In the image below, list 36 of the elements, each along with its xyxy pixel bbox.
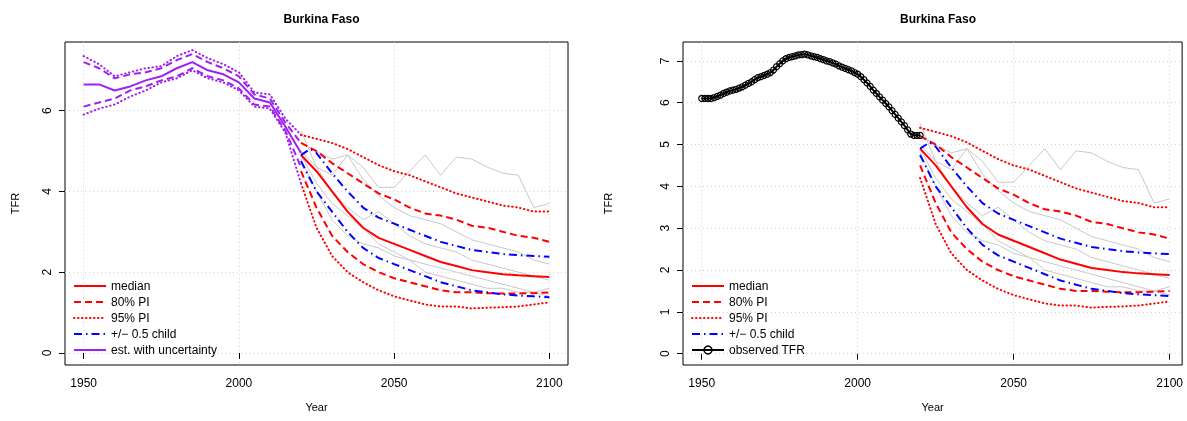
x-tick-label: 2100 <box>536 376 564 390</box>
chart-title: Burkina Faso <box>899 12 977 26</box>
y-tick-label: 0 <box>40 349 54 357</box>
chart-title: Burkina Faso <box>283 12 360 26</box>
y-tick-label: 3 <box>658 224 672 232</box>
legend-label: observed TFR <box>729 343 806 357</box>
x-tick-label: 1950 <box>688 376 716 390</box>
y-tick-label: 5 <box>658 140 672 148</box>
legend-label: 80% PI <box>111 295 150 309</box>
legend-label: est. with uncertainty <box>111 343 218 357</box>
y-tick-label: 7 <box>658 57 672 65</box>
legend-label: 95% PI <box>729 311 768 325</box>
legend-label: +/− 0.5 child <box>729 327 795 341</box>
legend-label: +/− 0.5 child <box>111 327 177 341</box>
y-tick-label: 1 <box>658 308 672 316</box>
x-axis-title: Year <box>921 400 945 413</box>
y-axis-title: TFR <box>8 192 21 215</box>
legend-label: 80% PI <box>729 295 768 309</box>
y-tick-label: 6 <box>40 106 54 114</box>
x-tick-label: 2050 <box>380 376 408 390</box>
y-tick-label: 4 <box>658 182 672 190</box>
x-tick-label: 1950 <box>70 376 98 390</box>
x-tick-label: 2100 <box>1156 376 1184 390</box>
y-tick-label: 0 <box>658 350 672 358</box>
legend-label: median <box>729 279 769 293</box>
y-tick-label: 4 <box>40 187 54 195</box>
legend-label: 95% PI <box>111 311 150 325</box>
y-axis-title: TFR <box>601 192 614 215</box>
x-tick-label: 2000 <box>225 376 253 390</box>
y-tick-label: 6 <box>658 99 672 107</box>
y-tick-label: 2 <box>658 266 672 274</box>
y-tick-label: 2 <box>40 268 54 276</box>
x-axis-title: Year <box>305 400 328 413</box>
x-tick-label: 2050 <box>1000 376 1028 390</box>
x-tick-label: 2000 <box>844 376 872 390</box>
legend-label: median <box>111 279 151 293</box>
